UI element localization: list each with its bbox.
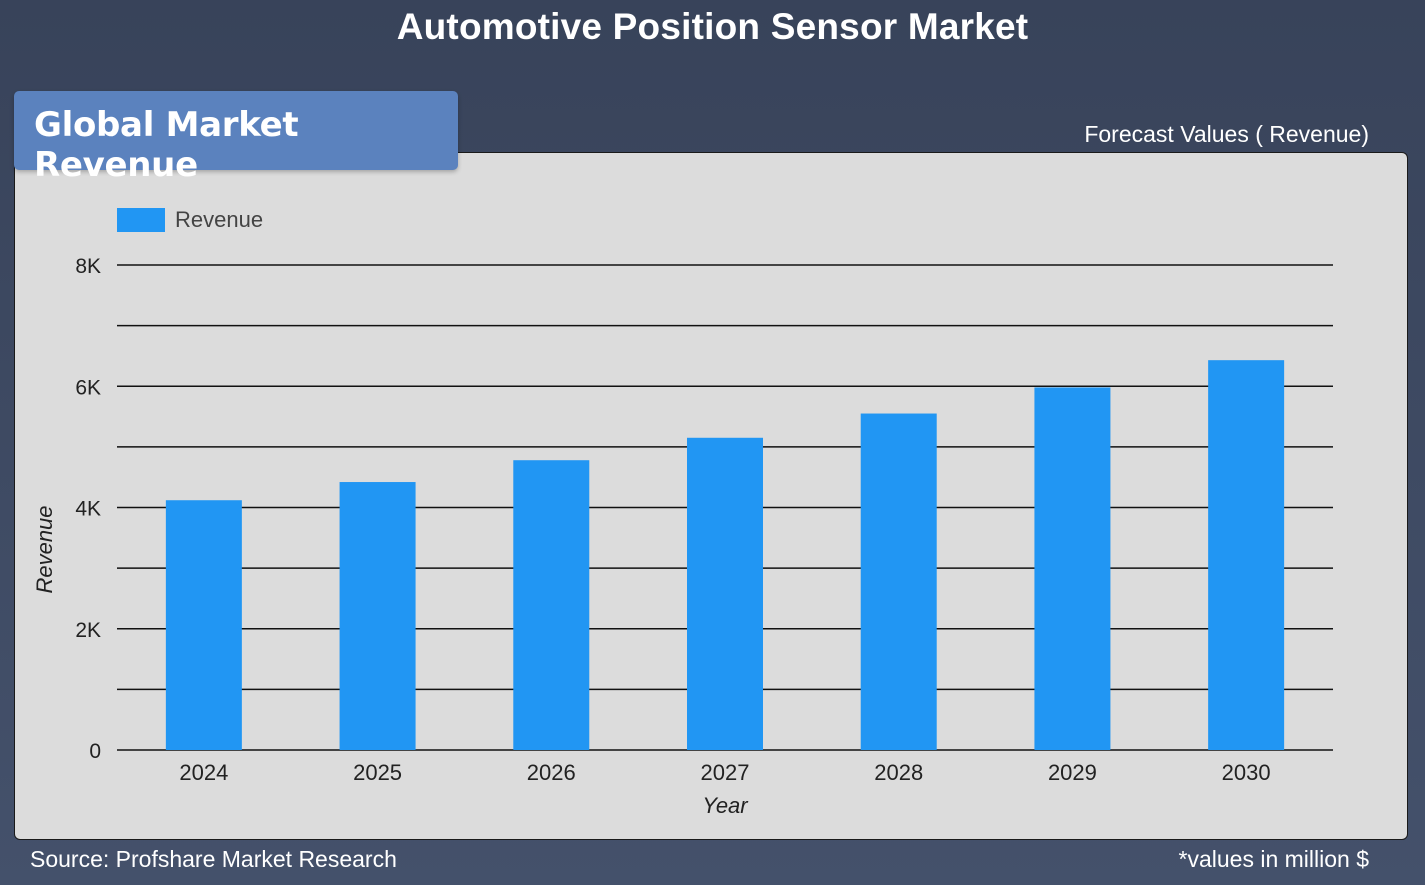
- bar-2026: [513, 460, 590, 750]
- section-tab-label: Global Market Revenue: [34, 105, 299, 185]
- y-tick-label: 2K: [75, 619, 101, 642]
- y-tick-label: 6K: [75, 376, 101, 399]
- x-axis-title: Year: [702, 793, 749, 818]
- x-tick-label: 2030: [1222, 760, 1271, 785]
- x-tick-label: 2029: [1048, 760, 1097, 785]
- y-axis-title: Revenue: [32, 505, 57, 593]
- x-tick-label: 2028: [874, 760, 923, 785]
- bar-2028: [860, 413, 937, 750]
- page-title: Automotive Position Sensor Market: [396, 6, 1029, 47]
- forecast-label: Forecast Values ( Revenue): [1084, 121, 1369, 147]
- bar-2027: [687, 437, 763, 750]
- y-tick-label: 0: [89, 740, 101, 763]
- legend-swatch: [117, 208, 165, 232]
- section-tab: Global Market Revenue: [14, 91, 458, 185]
- x-tick-label: 2027: [701, 760, 750, 785]
- bar-2025: [339, 482, 416, 750]
- bar-2029: [1034, 387, 1111, 750]
- source-note: Source: Profshare Market Research: [30, 846, 397, 872]
- x-tick-label: 2025: [353, 760, 402, 785]
- units-note: *values in million $: [1178, 846, 1369, 872]
- bar-2024: [165, 500, 242, 750]
- revenue-bar-chart: 0 2K 4K 6K 8K 2024 2025 2026 2027 2028 2029 2030 Yea…: [32, 207, 1333, 818]
- x-tick-label: 2024: [179, 760, 228, 785]
- chart-panel: 0 2K 4K 6K 8K 2024 2025 2026 2027 2028 2029 2030 Yea…: [14, 152, 1408, 840]
- x-tick-label: 2026: [527, 760, 576, 785]
- y-tick-label: 4K: [75, 498, 101, 521]
- bar-2030: [1208, 360, 1285, 750]
- y-tick-label: 8K: [75, 255, 101, 278]
- legend-label: Revenue: [175, 207, 263, 232]
